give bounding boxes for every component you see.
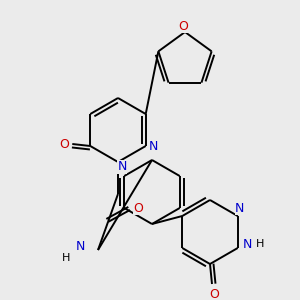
Text: O: O [59, 137, 69, 151]
Text: O: O [178, 20, 188, 32]
Text: O: O [133, 202, 143, 214]
Text: H: H [256, 239, 264, 249]
Text: N: N [149, 140, 158, 152]
Text: O: O [209, 287, 219, 300]
Text: N: N [117, 160, 127, 173]
Text: N: N [75, 239, 85, 253]
Text: N: N [235, 202, 244, 214]
Text: N: N [243, 238, 252, 250]
Text: H: H [62, 253, 70, 263]
